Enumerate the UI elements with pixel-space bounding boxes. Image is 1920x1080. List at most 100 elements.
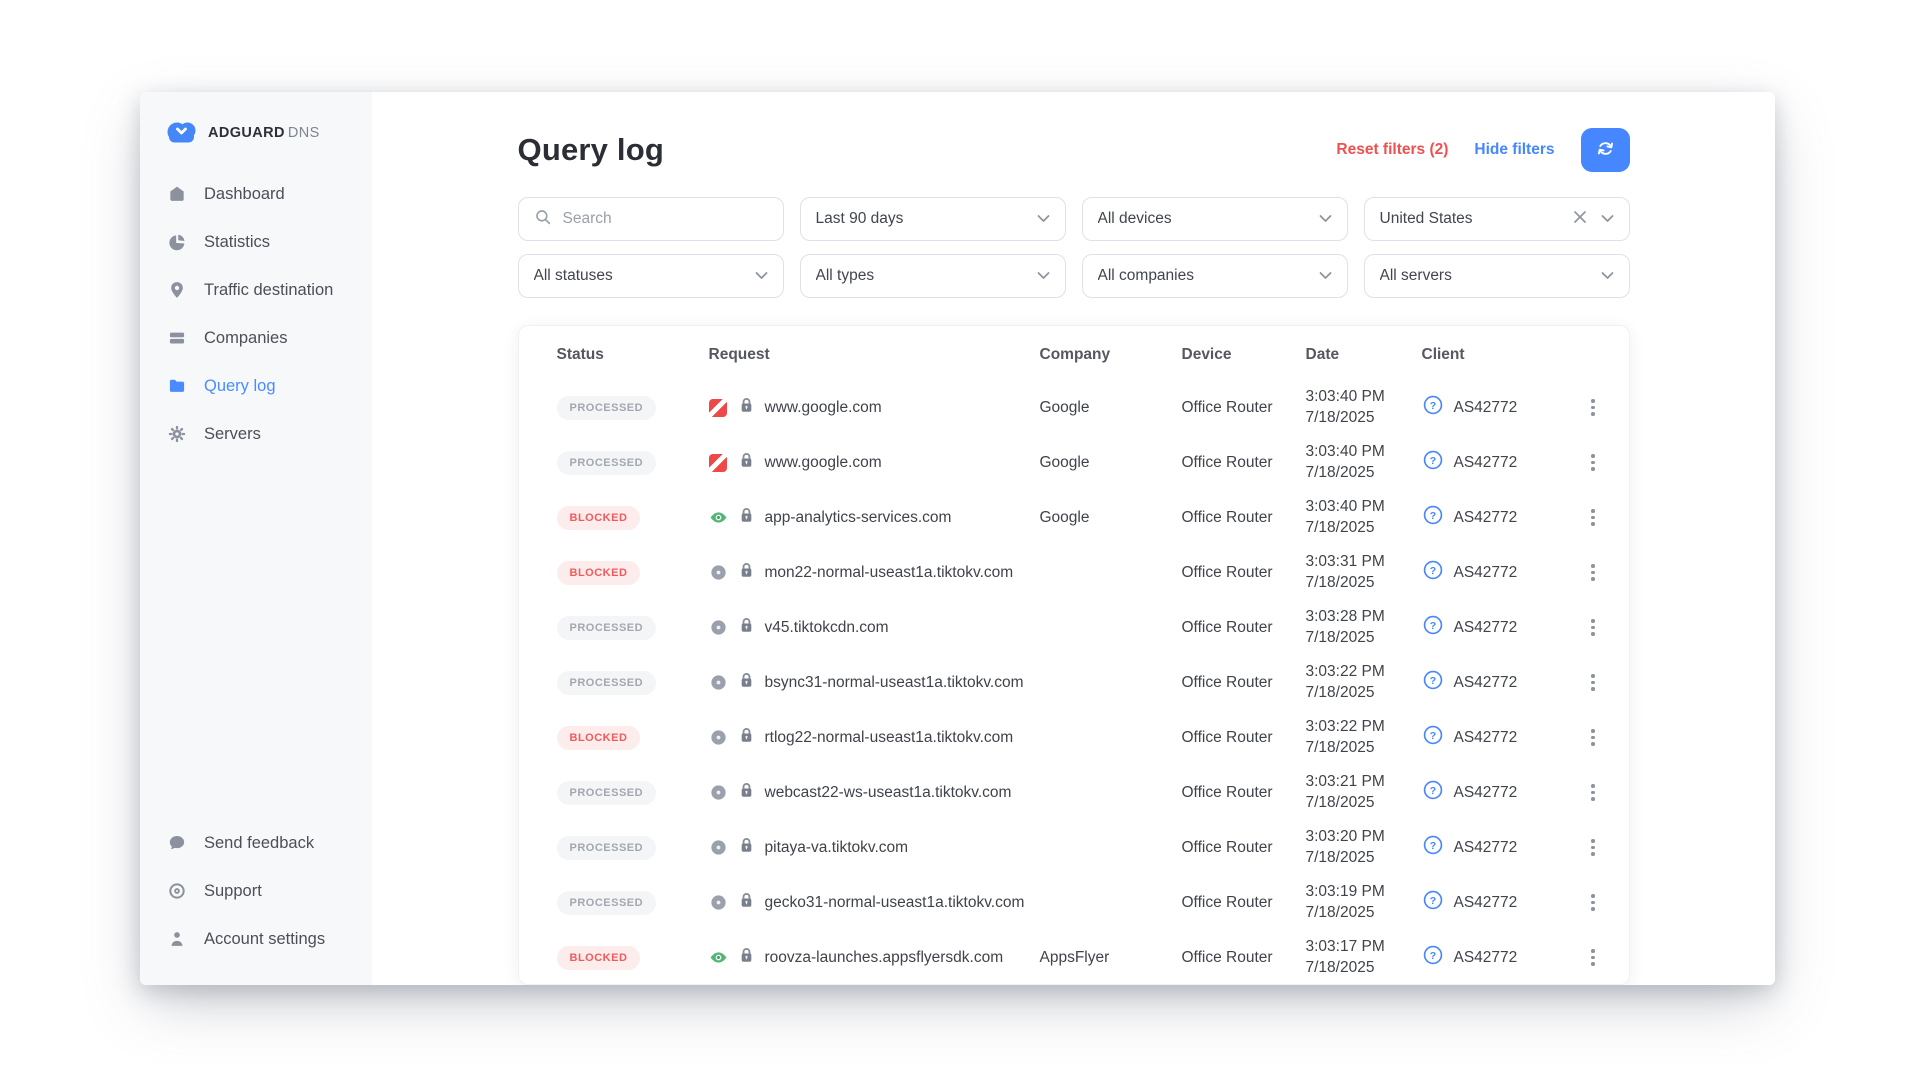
chevron-down-icon <box>1601 267 1614 285</box>
lock-icon <box>738 891 755 915</box>
sidebar-item-label: Companies <box>204 328 288 347</box>
row-menu-button[interactable] <box>1583 888 1603 917</box>
types-select[interactable]: All types <box>799 254 1066 298</box>
column-header-date: Date <box>1305 346 1340 363</box>
table-row[interactable]: PROCESSED www.google.com Google Office R… <box>519 380 1629 435</box>
hide-filters-button[interactable]: Hide filters <box>1474 141 1555 158</box>
client-asn: AS42772 <box>1453 563 1518 581</box>
svg-text:?: ? <box>1429 730 1435 742</box>
sidebar-item-label: Support <box>204 881 262 900</box>
sidebar-item-statistics[interactable]: Statistics <box>140 218 372 266</box>
table-row[interactable]: BLOCKED app-analytics-services.com Googl… <box>519 490 1629 545</box>
table-row[interactable]: PROCESSED gecko31-normal-useast1a.tiktok… <box>519 875 1629 930</box>
servers-select[interactable]: All servers <box>1363 254 1630 298</box>
lock-icon <box>738 616 755 640</box>
client-help-icon[interactable]: ? <box>1422 614 1444 641</box>
sidebar-item-label: Dashboard <box>204 184 285 203</box>
client-asn: AS42772 <box>1453 728 1518 746</box>
request-domain: roovza-launches.appsflyersdk.com <box>764 948 1004 966</box>
date-cell: 3:03:40 PM 7/18/2025 <box>1305 442 1385 481</box>
client-help-icon[interactable]: ? <box>1422 504 1444 531</box>
clear-country-icon[interactable] <box>1573 210 1587 229</box>
table-row[interactable]: PROCESSED pitaya-va.tiktokv.com Office R… <box>519 820 1629 875</box>
lock-icon <box>738 836 755 860</box>
client-help-icon[interactable]: ? <box>1422 944 1444 971</box>
row-menu-button[interactable] <box>1583 833 1603 862</box>
device-cell: Office Router <box>1181 453 1273 471</box>
home-icon <box>166 184 187 205</box>
sidebar-item-servers[interactable]: Servers <box>140 410 372 458</box>
date-cell: 3:03:40 PM 7/18/2025 <box>1305 387 1385 426</box>
company-cell: AppsFlyer <box>1039 948 1110 966</box>
row-menu-button[interactable] <box>1583 558 1603 587</box>
sidebar: ADGUARD DNS Dashboard Statistics Traffic … <box>140 92 372 985</box>
client-help-icon[interactable]: ? <box>1422 449 1444 476</box>
sidebar-item-label: Servers <box>204 424 261 443</box>
row-menu-button[interactable] <box>1583 613 1603 642</box>
layers-icon <box>166 328 187 349</box>
sidebar-item-support[interactable]: Support <box>140 867 372 915</box>
sidebar-item-label: Send feedback <box>204 833 315 852</box>
disc-icon <box>709 618 728 637</box>
lock-icon <box>738 451 755 475</box>
search-input[interactable] <box>562 210 768 228</box>
table-row[interactable]: PROCESSED bsync31-normal-useast1a.tiktok… <box>519 655 1629 710</box>
disc-icon <box>709 838 728 857</box>
table-row[interactable]: BLOCKED roovza-launches.appsflyersdk.com… <box>519 930 1629 984</box>
client-asn: AS42772 <box>1453 893 1518 911</box>
client-asn: AS42772 <box>1453 948 1518 966</box>
refresh-button[interactable] <box>1580 128 1630 172</box>
sidebar-item-account-settings[interactable]: Account settings <box>140 915 372 963</box>
lock-icon <box>738 506 755 530</box>
table-row[interactable]: PROCESSED webcast22-ws-useast1a.tiktokv.… <box>519 765 1629 820</box>
client-help-icon[interactable]: ? <box>1422 779 1444 806</box>
sidebar-item-send-feedback[interactable]: Send feedback <box>140 819 372 867</box>
sidebar-item-companies[interactable]: Companies <box>140 314 372 362</box>
device-cell: Office Router <box>1181 728 1273 746</box>
client-help-icon[interactable]: ? <box>1422 889 1444 916</box>
sidebar-item-dashboard[interactable]: Dashboard <box>140 170 372 218</box>
row-menu-button[interactable] <box>1583 943 1603 972</box>
client-help-icon[interactable]: ? <box>1422 669 1444 696</box>
table-row[interactable]: PROCESSED www.google.com Google Office R… <box>519 435 1629 490</box>
companies-select[interactable]: All companies <box>1081 254 1348 298</box>
client-help-icon[interactable]: ? <box>1422 394 1444 421</box>
row-menu-button[interactable] <box>1583 503 1603 532</box>
request-domain: gecko31-normal-useast1a.tiktokv.com <box>764 893 1025 911</box>
table-row[interactable]: BLOCKED mon22-normal-useast1a.tiktokv.co… <box>519 545 1629 600</box>
statuses-select[interactable]: All statuses <box>517 254 784 298</box>
table-row[interactable]: PROCESSED v45.tiktokcdn.com Office Route… <box>519 600 1629 655</box>
reset-filters-button[interactable]: Reset filters (2) <box>1336 141 1449 158</box>
sidebar-item-label: Account settings <box>204 929 326 948</box>
svg-text:?: ? <box>1429 785 1435 797</box>
request-domain: v45.tiktokcdn.com <box>764 618 889 636</box>
country-select[interactable]: United States <box>1363 197 1630 241</box>
client-asn: AS42772 <box>1453 673 1518 691</box>
sidebar-item-traffic-destination[interactable]: Traffic destination <box>140 266 372 314</box>
device-cell: Office Router <box>1181 893 1273 911</box>
row-menu-button[interactable] <box>1583 778 1603 807</box>
request-domain: rtlog22-normal-useast1a.tiktokv.com <box>764 728 1014 746</box>
row-menu-button[interactable] <box>1583 448 1603 477</box>
folder-icon <box>166 376 187 397</box>
row-menu-button[interactable] <box>1583 393 1603 422</box>
disc-icon <box>709 893 728 912</box>
svg-text:?: ? <box>1429 675 1435 687</box>
sidebar-item-query-log[interactable]: Query log <box>140 362 372 410</box>
date-range-select[interactable]: Last 90 days <box>799 197 1066 241</box>
search-box[interactable] <box>517 197 784 241</box>
chevron-down-icon <box>1601 210 1614 228</box>
table-row[interactable]: BLOCKED rtlog22-normal-useast1a.tiktokv.… <box>519 710 1629 765</box>
company-cell: Google <box>1039 508 1090 526</box>
status-badge: PROCESSED <box>556 615 657 640</box>
pie-chart-icon <box>166 232 187 253</box>
row-menu-button[interactable] <box>1583 723 1603 752</box>
client-help-icon[interactable]: ? <box>1422 559 1444 586</box>
client-help-icon[interactable]: ? <box>1422 724 1444 751</box>
devices-select[interactable]: All devices <box>1081 197 1348 241</box>
adguard-dns-logo[interactable]: ADGUARD DNS <box>140 118 372 170</box>
row-menu-button[interactable] <box>1583 668 1603 697</box>
lock-icon <box>738 726 755 750</box>
client-help-icon[interactable]: ? <box>1422 834 1444 861</box>
table-body: PROCESSED www.google.com Google Office R… <box>519 380 1629 984</box>
